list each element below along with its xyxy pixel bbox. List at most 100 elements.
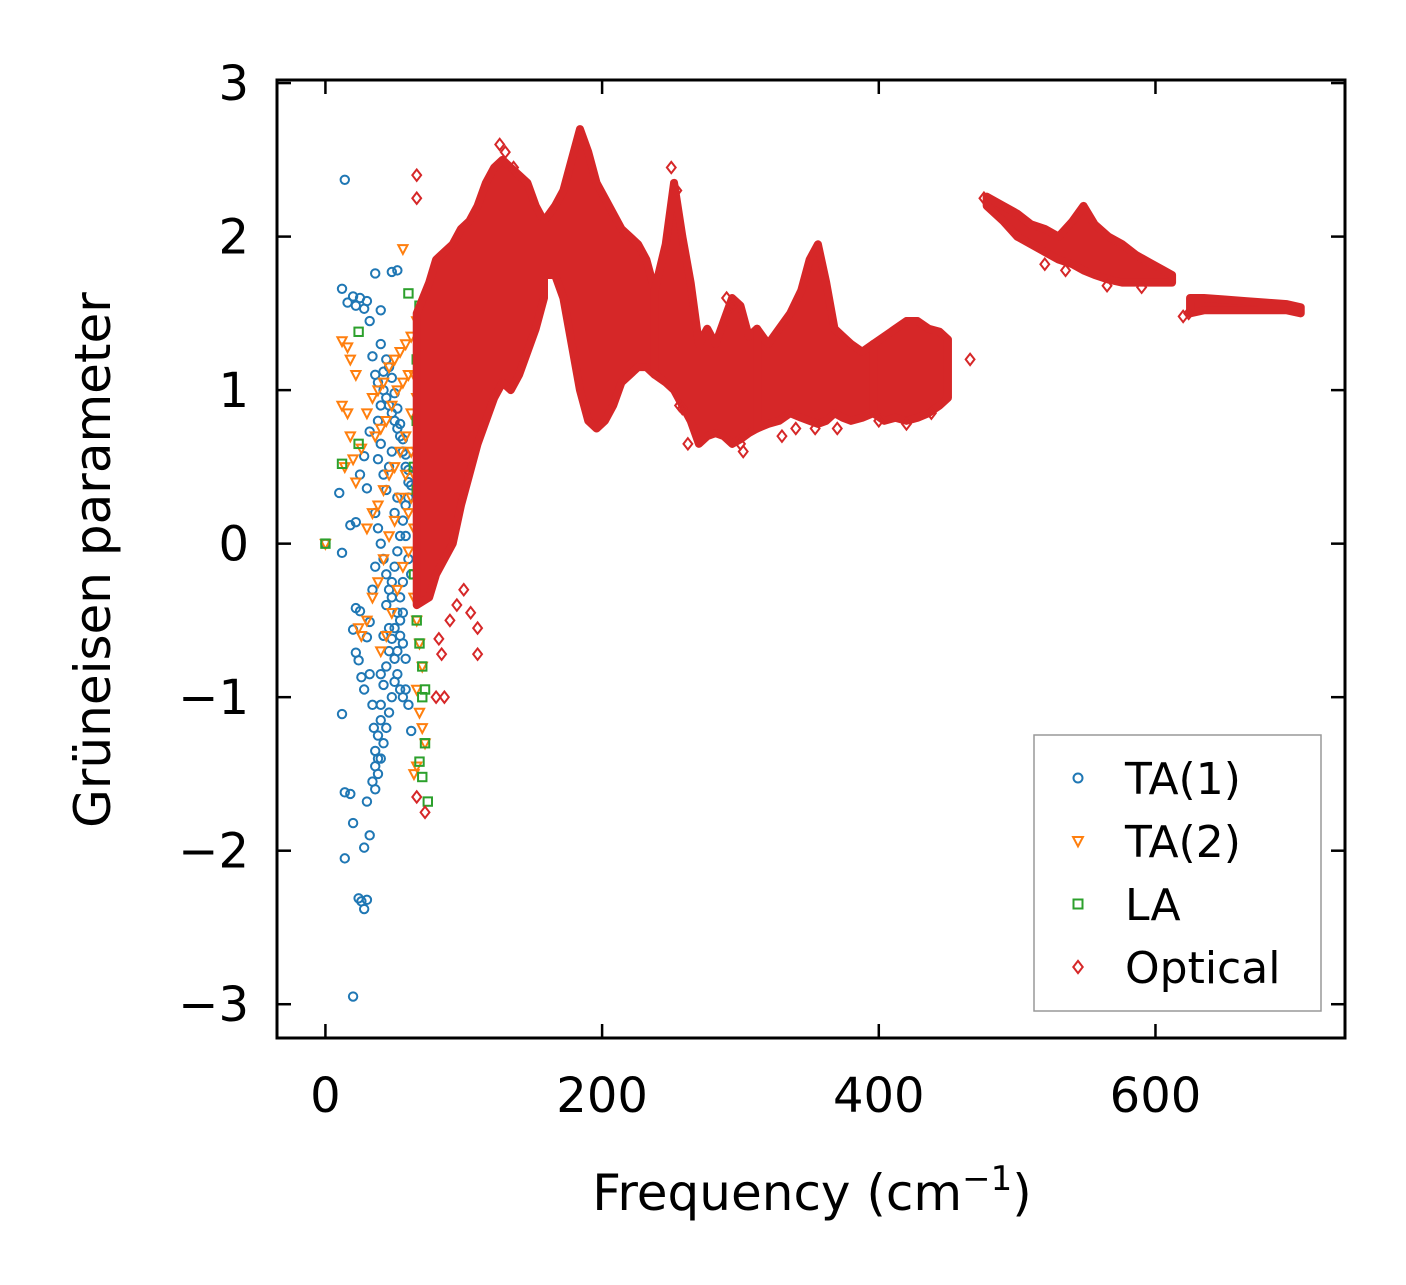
data-point <box>394 418 406 430</box>
data-point <box>358 842 370 853</box>
data-point <box>396 377 410 390</box>
data-point <box>1059 263 1072 278</box>
legend-label: TA(1) <box>1124 754 1241 805</box>
data-point <box>1101 278 1113 294</box>
data-point <box>346 454 360 467</box>
data-point <box>347 291 359 302</box>
x-tick-label: 600 <box>1110 1068 1202 1124</box>
data-point <box>375 400 386 411</box>
data-point <box>320 538 331 549</box>
data-point <box>360 615 374 628</box>
data-point <box>366 508 379 521</box>
data-point <box>389 561 400 572</box>
data-point <box>419 738 431 749</box>
data-point <box>411 789 423 805</box>
data-point <box>391 584 404 597</box>
data-point <box>381 569 392 580</box>
data-point <box>809 421 821 436</box>
y-axis-label: Grüneisen parameter <box>64 292 122 828</box>
data-point <box>400 653 411 664</box>
data-point <box>335 400 349 413</box>
y-tick-label: 2 <box>218 210 249 266</box>
data-point <box>349 369 363 382</box>
series-optical <box>411 125 1305 820</box>
data-point <box>900 416 913 432</box>
data-point <box>367 699 378 711</box>
data-point <box>375 753 386 764</box>
optical-band <box>869 317 952 425</box>
data-point <box>392 645 403 657</box>
data-point <box>402 508 415 521</box>
data-point <box>353 438 364 450</box>
data-point <box>355 443 368 456</box>
legend-entry: TA(2) <box>1071 817 1241 868</box>
data-point <box>964 352 976 367</box>
x-tick-label: 200 <box>556 1068 648 1124</box>
data-point <box>682 436 694 452</box>
data-point <box>392 546 403 557</box>
data-point <box>367 351 378 362</box>
legend-marker <box>1072 772 1084 784</box>
data-point <box>433 631 445 647</box>
data-layer <box>319 125 1305 1002</box>
data-point <box>358 450 370 462</box>
data-point <box>499 144 511 160</box>
data-point <box>413 707 426 720</box>
data-point <box>1135 279 1148 295</box>
data-point <box>873 413 885 429</box>
data-point <box>831 421 843 436</box>
data-point <box>344 431 357 444</box>
data-point <box>347 817 359 829</box>
legend-marker <box>1071 835 1085 849</box>
data-point <box>397 691 409 703</box>
data-point <box>410 684 423 697</box>
y-tick-label: 3 <box>218 56 249 112</box>
data-point <box>407 769 421 782</box>
data-point <box>345 788 356 800</box>
data-point <box>377 485 390 498</box>
data-point <box>360 523 374 536</box>
data-point <box>391 385 404 398</box>
data-point <box>360 408 374 421</box>
data-point <box>370 561 381 572</box>
data-point <box>334 487 345 499</box>
data-point <box>405 725 417 737</box>
data-point <box>978 190 990 206</box>
optical-band <box>1186 294 1305 318</box>
data-point <box>375 668 386 680</box>
data-point <box>430 689 442 705</box>
data-point <box>399 339 412 352</box>
data-point <box>419 805 431 820</box>
data-point <box>361 483 373 494</box>
data-point <box>364 315 375 327</box>
data-point <box>411 190 423 206</box>
data-point <box>396 244 410 257</box>
data-point <box>403 699 414 711</box>
y-tick-label: −1 <box>178 670 249 726</box>
data-point <box>336 283 348 294</box>
y-tick-label: −3 <box>178 977 249 1033</box>
y-tick-label: 0 <box>218 517 249 573</box>
data-point <box>378 738 389 749</box>
data-point <box>382 362 396 375</box>
data-point <box>380 416 393 429</box>
data-point <box>414 756 425 767</box>
data-point <box>371 500 385 513</box>
data-point <box>465 605 477 621</box>
data-point <box>372 523 384 534</box>
data-point <box>371 385 385 398</box>
data-point <box>737 444 749 459</box>
data-point <box>339 174 350 185</box>
data-point <box>364 668 375 680</box>
data-point <box>925 405 938 421</box>
data-point <box>353 326 364 337</box>
data-point <box>336 458 348 470</box>
legend-entry: LA <box>1072 880 1181 931</box>
data-point <box>438 689 451 705</box>
legend-label: Optical <box>1125 943 1280 994</box>
data-point <box>400 530 411 542</box>
data-point <box>394 630 406 641</box>
data-point <box>726 298 738 313</box>
data-point <box>339 853 350 864</box>
data-point <box>336 708 348 720</box>
